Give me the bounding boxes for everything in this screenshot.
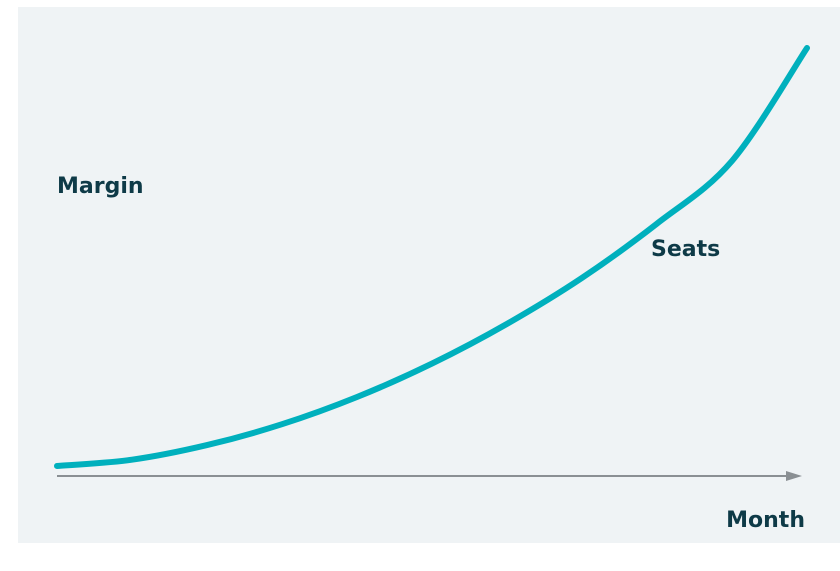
- series-line-seats: [54, 45, 810, 469]
- x-axis-arrow-icon: [786, 471, 802, 481]
- series-label-seats: Seats: [651, 237, 720, 262]
- y-axis-label: Margin: [57, 174, 144, 199]
- x-axis-label: Month: [726, 508, 805, 533]
